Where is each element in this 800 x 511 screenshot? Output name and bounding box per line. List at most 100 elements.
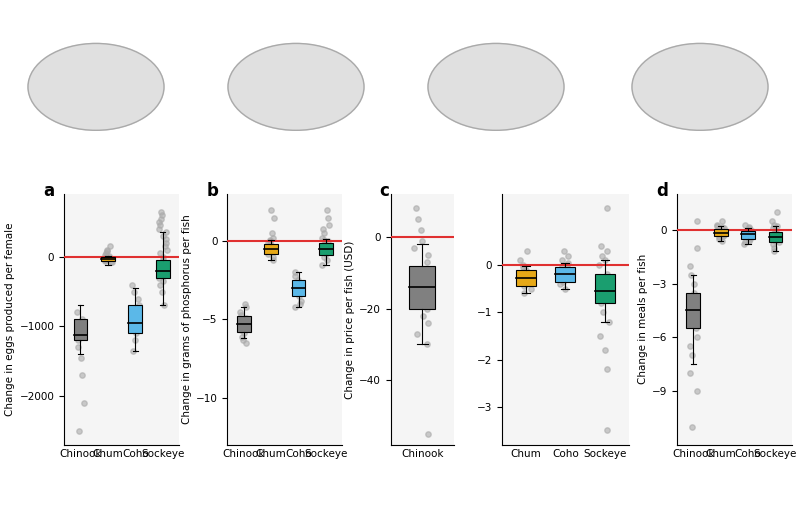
Point <box>690 244 703 252</box>
Point <box>321 256 334 264</box>
Point <box>684 369 697 377</box>
Point <box>154 207 167 216</box>
Point <box>740 228 753 237</box>
Point <box>318 252 331 261</box>
Point <box>738 220 751 228</box>
Point <box>717 228 730 237</box>
Point <box>263 246 276 254</box>
Point <box>263 236 276 244</box>
Point <box>288 271 301 280</box>
Bar <box>595 274 615 303</box>
Point <box>242 317 254 325</box>
Point <box>600 365 613 373</box>
Point <box>77 322 90 331</box>
Point <box>133 301 146 310</box>
Bar <box>156 260 170 277</box>
Point <box>561 261 574 269</box>
Point <box>73 427 86 435</box>
Point <box>294 299 306 308</box>
Point <box>739 229 752 238</box>
Point <box>318 243 330 251</box>
Point <box>291 276 304 284</box>
Point <box>554 280 566 288</box>
Point <box>99 256 112 264</box>
Point <box>104 242 117 250</box>
Point <box>266 234 279 242</box>
Point <box>157 253 170 261</box>
Point <box>160 239 173 247</box>
Point <box>601 270 614 278</box>
Point <box>684 342 697 350</box>
Text: b: b <box>206 181 218 200</box>
Point <box>767 220 780 228</box>
Point <box>517 263 530 271</box>
Point <box>562 259 575 267</box>
Point <box>293 292 306 300</box>
Point <box>100 249 113 258</box>
Point <box>414 265 427 273</box>
Point <box>410 280 422 288</box>
Point <box>130 322 142 331</box>
Point <box>240 303 253 311</box>
Point <box>266 229 278 238</box>
Point <box>239 314 252 322</box>
Point <box>262 245 274 253</box>
Point <box>235 311 248 319</box>
Point <box>156 277 169 285</box>
Point <box>240 323 253 331</box>
Point <box>743 230 756 239</box>
Point <box>770 208 783 216</box>
Point <box>525 273 538 281</box>
Point <box>715 237 728 245</box>
Point <box>263 237 276 245</box>
Bar <box>555 267 575 282</box>
Point <box>262 249 274 258</box>
Point <box>718 231 730 239</box>
Point <box>768 247 781 256</box>
Point <box>556 277 569 286</box>
Point <box>769 229 782 238</box>
Y-axis label: Change in meals per fish: Change in meals per fish <box>638 254 648 384</box>
Point <box>770 233 783 241</box>
Point <box>601 204 614 213</box>
Point <box>321 206 334 214</box>
Point <box>323 221 336 229</box>
Point <box>153 225 166 233</box>
Text: d: d <box>656 181 668 200</box>
Point <box>263 240 276 248</box>
Point <box>743 233 756 241</box>
Point <box>411 215 424 223</box>
Point <box>101 246 114 254</box>
Bar <box>319 243 333 255</box>
Bar <box>409 266 435 309</box>
Point <box>683 262 696 270</box>
Point <box>743 224 756 232</box>
Point <box>414 226 427 234</box>
Point <box>235 333 248 341</box>
Point <box>234 308 246 316</box>
Point <box>154 249 166 258</box>
Point <box>411 330 424 338</box>
Point <box>600 247 613 255</box>
Point <box>154 260 167 268</box>
Point <box>518 282 530 290</box>
Point <box>690 324 703 332</box>
Point <box>71 336 84 344</box>
Point <box>514 256 526 264</box>
Point <box>517 268 530 276</box>
Point <box>745 226 758 234</box>
Point <box>322 214 335 222</box>
Point <box>602 318 615 326</box>
Point <box>261 239 274 247</box>
Point <box>600 280 613 288</box>
Point <box>153 218 166 226</box>
Bar <box>264 244 278 253</box>
Point <box>767 244 780 252</box>
Point <box>157 256 170 264</box>
Bar <box>769 231 782 242</box>
Point <box>687 280 700 288</box>
Point <box>522 277 534 286</box>
Point <box>739 231 752 239</box>
Point <box>718 224 730 232</box>
Point <box>101 253 114 262</box>
